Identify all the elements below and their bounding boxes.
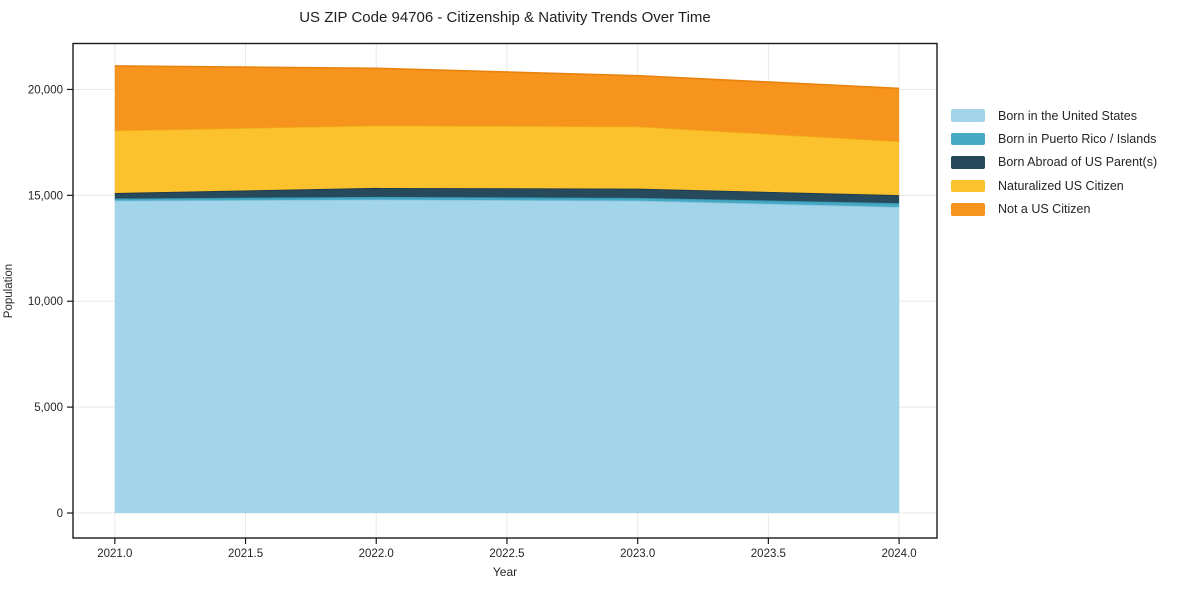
plot-border: [72, 42, 938, 539]
area-naturalized-us-citizen: [114, 125, 900, 196]
area-not-a-us-citizen: [114, 65, 900, 142]
legend-swatch-icon: [951, 179, 985, 193]
legend: Born in the United States Born in Puerto…: [951, 104, 1157, 221]
area-edge-born-in-the-united-states: [114, 198, 900, 208]
legend-item: Born in the United States: [951, 104, 1157, 127]
area-born-in-the-united-states: [114, 199, 900, 514]
stacked-areas: [114, 65, 900, 514]
area-edge-not-a-us-citizen: [114, 65, 900, 90]
legend-label: Born in Puerto Rico / Islands: [998, 132, 1157, 147]
x-tick-label: 2021.0: [97, 548, 132, 560]
area-edge-born-in-puerto-rico-islands: [114, 196, 900, 204]
y-axis-title: Population: [3, 263, 15, 319]
legend-label: Naturalized US Citizen: [998, 178, 1124, 193]
y-tick-label: 15,000: [28, 190, 63, 202]
plot-frame: [72, 42, 938, 539]
legend-item: Born in Puerto Rico / Islands: [951, 127, 1157, 150]
x-tick-label: 2023.5: [751, 548, 786, 560]
x-tick-label: 2022.5: [489, 548, 524, 560]
x-tick-label: 2022.0: [359, 548, 394, 560]
y-tick-label: 5,000: [34, 402, 63, 414]
y-tick-label: 10,000: [28, 296, 63, 308]
y-tick-label: 20,000: [28, 84, 63, 96]
x-tick-label: 2024.0: [882, 548, 917, 560]
x-tick-label: 2021.5: [228, 548, 263, 560]
legend-swatch-icon: [951, 203, 985, 216]
legend-item: Born Abroad of US Parent(s): [951, 151, 1157, 174]
legend-swatch-icon: [951, 132, 985, 146]
axis-ticks: 0 5,000 10,000 15,000 20,000 2021.0 2021.5 2022…: [28, 84, 917, 560]
legend-swatch-icon: [951, 109, 985, 122]
area-born-abroad-of-us-parent-s: [114, 187, 900, 204]
y-tick-label: 0: [57, 508, 63, 520]
x-tick-label: 2023.0: [620, 548, 655, 560]
legend-item: Naturalized US Citizen: [951, 174, 1157, 197]
legend-label: Born in the United States: [998, 108, 1137, 123]
legend-swatch-icon: [951, 156, 985, 169]
legend-item: Not a US Citizen: [951, 198, 1157, 221]
x-axis-title: Year: [492, 565, 518, 579]
legend-label: Born Abroad of US Parent(s): [998, 155, 1158, 170]
chart-title: US ZIP Code 94706 - Citizenship & Nativi…: [299, 9, 711, 26]
legend-label: Not a US Citizen: [998, 202, 1091, 217]
